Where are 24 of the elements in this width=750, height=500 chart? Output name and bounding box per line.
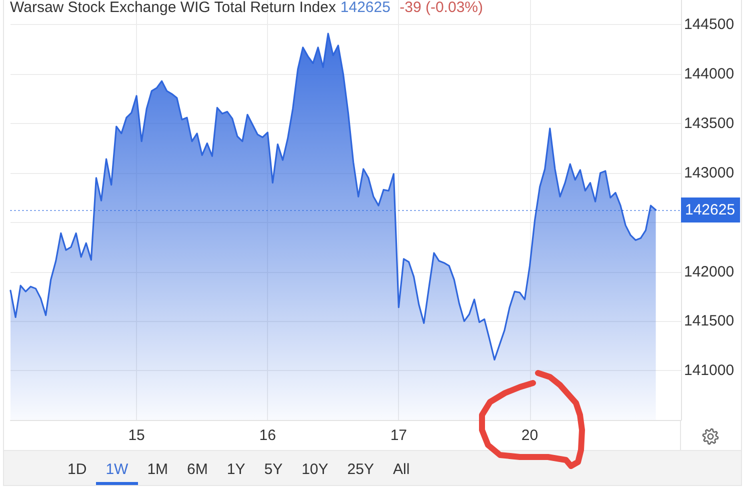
x-tick-label: 16 xyxy=(259,427,276,444)
time-range-button[interactable]: 1Y xyxy=(217,451,255,485)
annotation: -39 (-0.03%) xyxy=(400,0,484,16)
time-range-button[interactable]: 6M xyxy=(178,451,218,485)
ref-line-label: 142625 xyxy=(685,202,736,218)
annotation: 142625 xyxy=(340,0,390,16)
time-range-button[interactable]: 5Y xyxy=(254,451,292,485)
time-range-button[interactable]: 1W xyxy=(96,451,138,485)
time-range-button[interactable]: All xyxy=(384,451,420,485)
time-range-button[interactable]: 1D xyxy=(58,451,96,485)
chart-title: Warsaw Stock Exchange WIG Total Return Index xyxy=(10,0,336,16)
time-range-button[interactable]: 10Y xyxy=(292,451,338,485)
x-tick-label: 20 xyxy=(521,427,538,444)
x-tick-label: 17 xyxy=(390,427,408,444)
y-tick-label: 141000 xyxy=(684,362,734,380)
time-range-button[interactable]: 25Y xyxy=(338,451,384,485)
y-tick-label: 144500 xyxy=(684,16,734,34)
y-tick-label: 143500 xyxy=(684,115,734,132)
time-range-button[interactable]: 1M xyxy=(138,451,178,485)
y-tick-label: 143000 xyxy=(684,164,734,182)
y-tick-label: 142000 xyxy=(684,263,734,280)
x-tick-label: 15 xyxy=(128,427,145,444)
y-tick-label: 141500 xyxy=(684,312,734,330)
y-tick-label: 144000 xyxy=(684,66,734,83)
